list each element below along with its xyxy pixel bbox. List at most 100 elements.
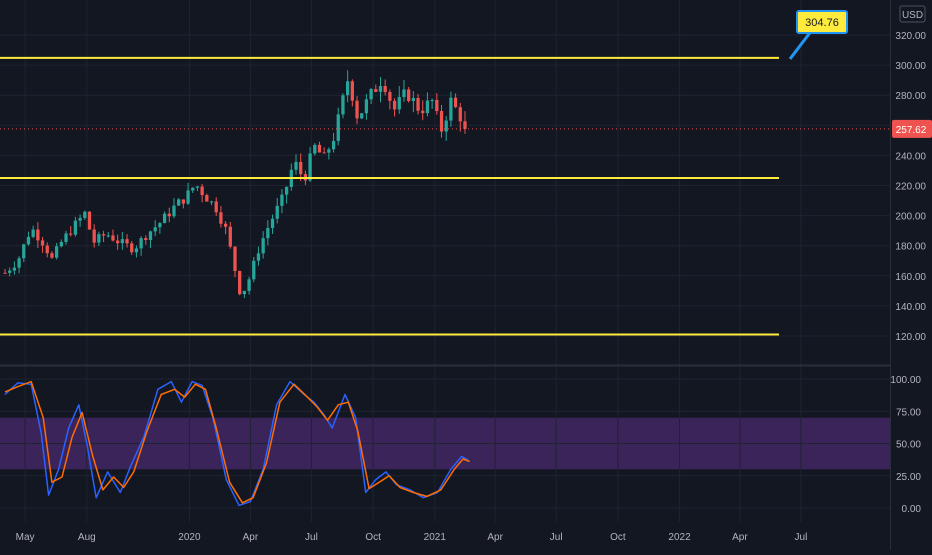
candle-body[interactable] [233,246,237,271]
candle-body[interactable] [453,97,458,108]
candle-body[interactable] [111,235,115,241]
candle-body[interactable] [345,81,350,96]
candle-body[interactable] [421,110,425,114]
candle-body[interactable] [299,161,303,175]
candle-body[interactable] [425,100,430,114]
candle-body[interactable] [247,279,251,291]
currency-box[interactable] [899,5,926,23]
candle-body[interactable] [162,213,167,224]
candle-body[interactable] [313,144,317,154]
candle-body[interactable] [191,187,195,191]
candle-body[interactable] [17,258,21,268]
candle-body[interactable] [416,97,420,111]
candle-body[interactable] [116,240,120,244]
candle-body[interactable] [73,220,78,235]
candle-body[interactable] [177,199,181,206]
stochastic-line-d[interactable] [4,380,470,504]
candle-body[interactable] [364,99,369,114]
candle-body[interactable] [64,233,68,242]
candle-body[interactable] [223,223,228,227]
candle-body[interactable] [449,97,453,121]
candle-body[interactable] [22,244,26,259]
candle-body[interactable] [195,186,200,188]
candle-body[interactable] [284,186,289,195]
candle-body[interactable] [360,113,364,119]
candle-body[interactable] [331,140,336,150]
candle-body[interactable] [228,226,232,247]
candle-body[interactable] [463,121,467,129]
candle-body[interactable] [322,152,326,154]
candle-body[interactable] [355,100,359,119]
candle-body[interactable] [242,290,247,295]
candle-body[interactable] [120,239,124,244]
candle-body[interactable] [336,114,340,141]
candle-body[interactable] [200,186,204,196]
candle-body[interactable] [50,253,54,258]
candle-body[interactable] [144,238,148,241]
candle-body[interactable] [3,272,7,274]
candle-body[interactable] [411,97,415,102]
candle-body[interactable] [205,195,209,202]
candle-body[interactable] [59,241,63,247]
candle-body[interactable] [31,229,35,237]
candle-body[interactable] [275,205,279,219]
candle-body[interactable] [369,89,373,100]
candle-body[interactable] [92,229,96,243]
candle-body[interactable] [125,239,129,244]
candle-body[interactable] [270,218,275,229]
candle-body[interactable] [134,248,139,253]
candle-body[interactable] [106,235,110,237]
candle-body[interactable] [439,110,444,132]
candle-body[interactable] [148,231,153,241]
candle-body[interactable] [458,107,462,122]
candle-body[interactable] [87,211,92,230]
candle-body[interactable] [40,240,45,246]
candle-body[interactable] [341,95,345,115]
candle-body[interactable] [69,233,73,235]
candle-body[interactable] [26,236,31,245]
candle-body[interactable] [397,97,401,110]
candle-body[interactable] [383,85,387,93]
candle-body[interactable] [209,201,214,203]
candle-body[interactable] [252,260,256,280]
candle-body[interactable] [186,190,190,204]
candle-body[interactable] [350,81,354,101]
candle-body[interactable] [374,89,378,92]
candle-body[interactable] [97,234,101,243]
candle-body[interactable] [407,89,411,102]
stochastic-line-k[interactable] [4,380,469,507]
candle-body[interactable] [101,234,106,236]
candle-body[interactable] [130,243,134,253]
candle-body[interactable] [327,149,331,153]
candle-body[interactable] [45,245,49,254]
candle-body[interactable] [238,270,242,295]
candle-body[interactable] [172,205,176,217]
candle-body[interactable] [266,228,270,239]
candle-body[interactable] [153,227,157,232]
candle-body[interactable] [378,85,383,92]
candle-body[interactable] [280,194,284,206]
candle-body[interactable] [219,212,223,224]
candle-body[interactable] [294,161,298,170]
candle-body[interactable] [444,120,448,132]
last-price-tag[interactable] [892,119,932,138]
candle-body[interactable] [83,211,87,218]
candle-body[interactable] [181,199,186,204]
candle-body[interactable] [388,92,392,101]
candle-body[interactable] [167,213,171,217]
candle-body[interactable] [12,267,17,271]
callout-box[interactable] [796,10,848,34]
candle-body[interactable] [308,153,312,181]
candle-body[interactable] [261,238,265,254]
candle-body[interactable] [430,99,434,101]
candle-body[interactable] [139,238,143,249]
candle-body[interactable] [78,217,82,221]
candle-body[interactable] [317,144,322,153]
candle-body[interactable] [402,89,406,98]
candle-body[interactable] [36,229,40,241]
candle-body[interactable] [435,99,439,111]
candle-body[interactable] [8,270,12,273]
candle-body[interactable] [158,223,162,228]
